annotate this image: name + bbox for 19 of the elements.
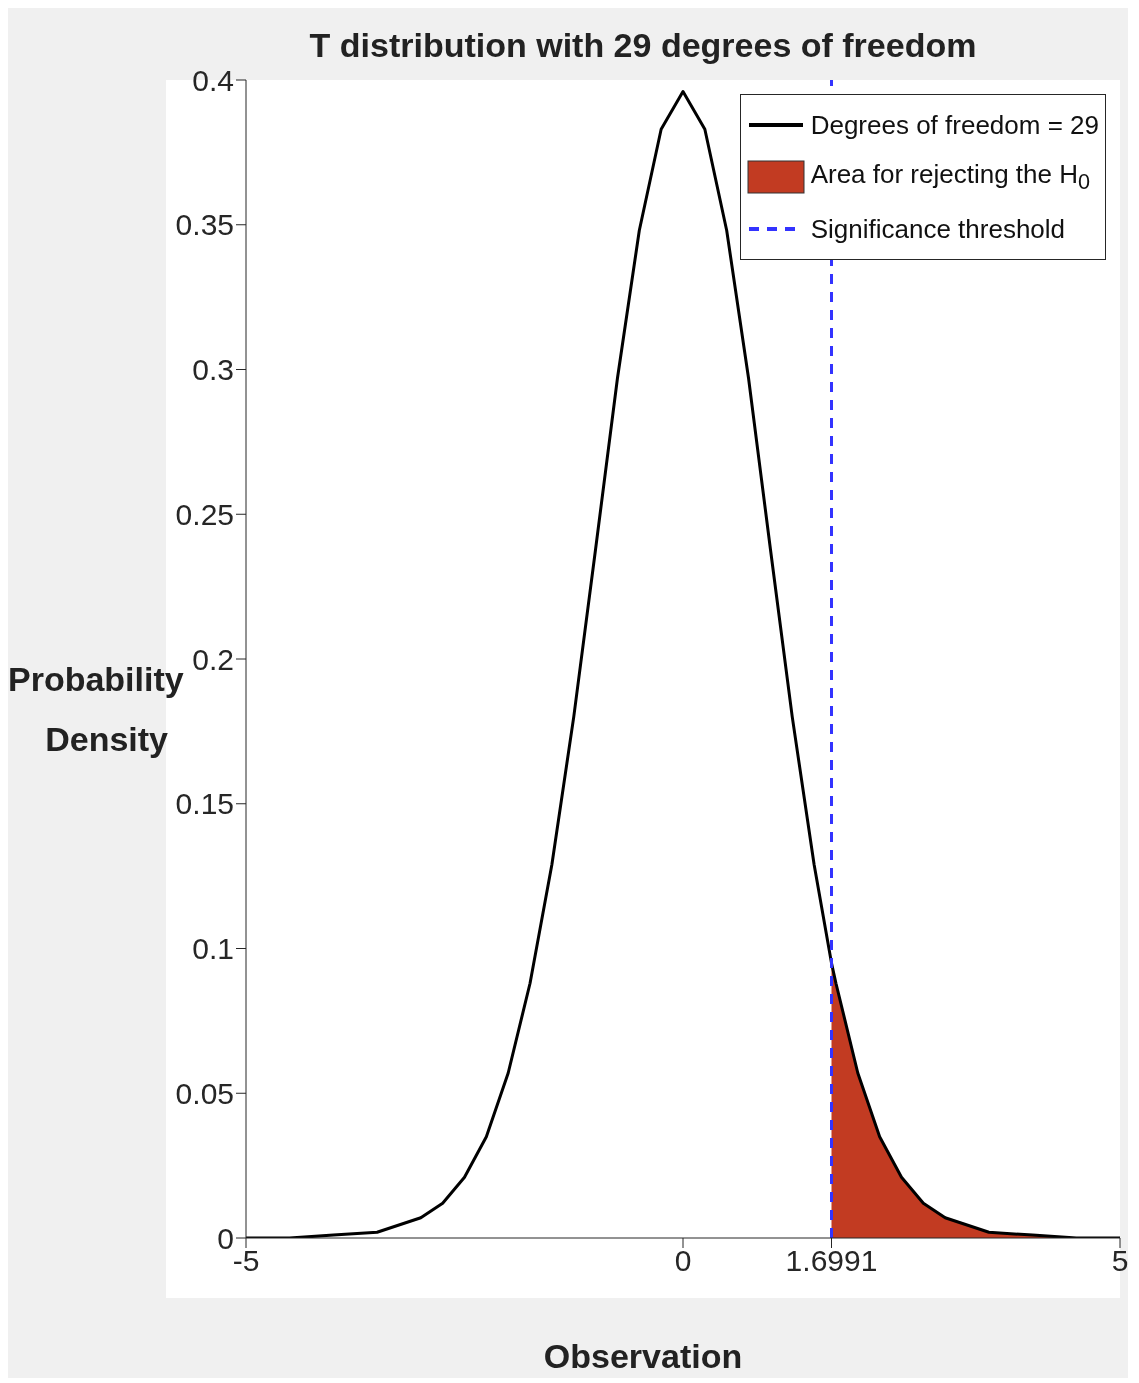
y-axis-title: Probability Density (8, 659, 184, 760)
y-tick-label: 0.15 (175, 787, 234, 821)
y-tick-label: 0.05 (175, 1076, 234, 1110)
chart-title: T distribution with 29 degrees of freedom (308, 26, 978, 65)
legend-label: Area for rejecting the H$_{0}$ (810, 158, 1091, 196)
y-tick-label: 0.35 (175, 208, 234, 242)
y-tick-label: 0.3 (192, 353, 234, 387)
y-tick-label: 0.1 (192, 932, 234, 966)
legend-label: Degrees of freedom = 29 (810, 109, 1099, 141)
x-tick-label: -5 (232, 1244, 260, 1278)
y-tick-label: 0.4 (192, 63, 234, 97)
y-tick-label: 0.25 (175, 497, 234, 531)
x-tick-label: 5 (1111, 1244, 1129, 1278)
y-tick-label: 0 (217, 1221, 234, 1255)
y-tick-label: 0.2 (192, 642, 234, 676)
x-axis-title: Observation (542, 1337, 744, 1376)
ref-line-label: Significance threshold (810, 213, 1066, 245)
x-tick-label: 0 (674, 1244, 692, 1278)
x-tick-label: 1.6991 (785, 1244, 878, 1278)
